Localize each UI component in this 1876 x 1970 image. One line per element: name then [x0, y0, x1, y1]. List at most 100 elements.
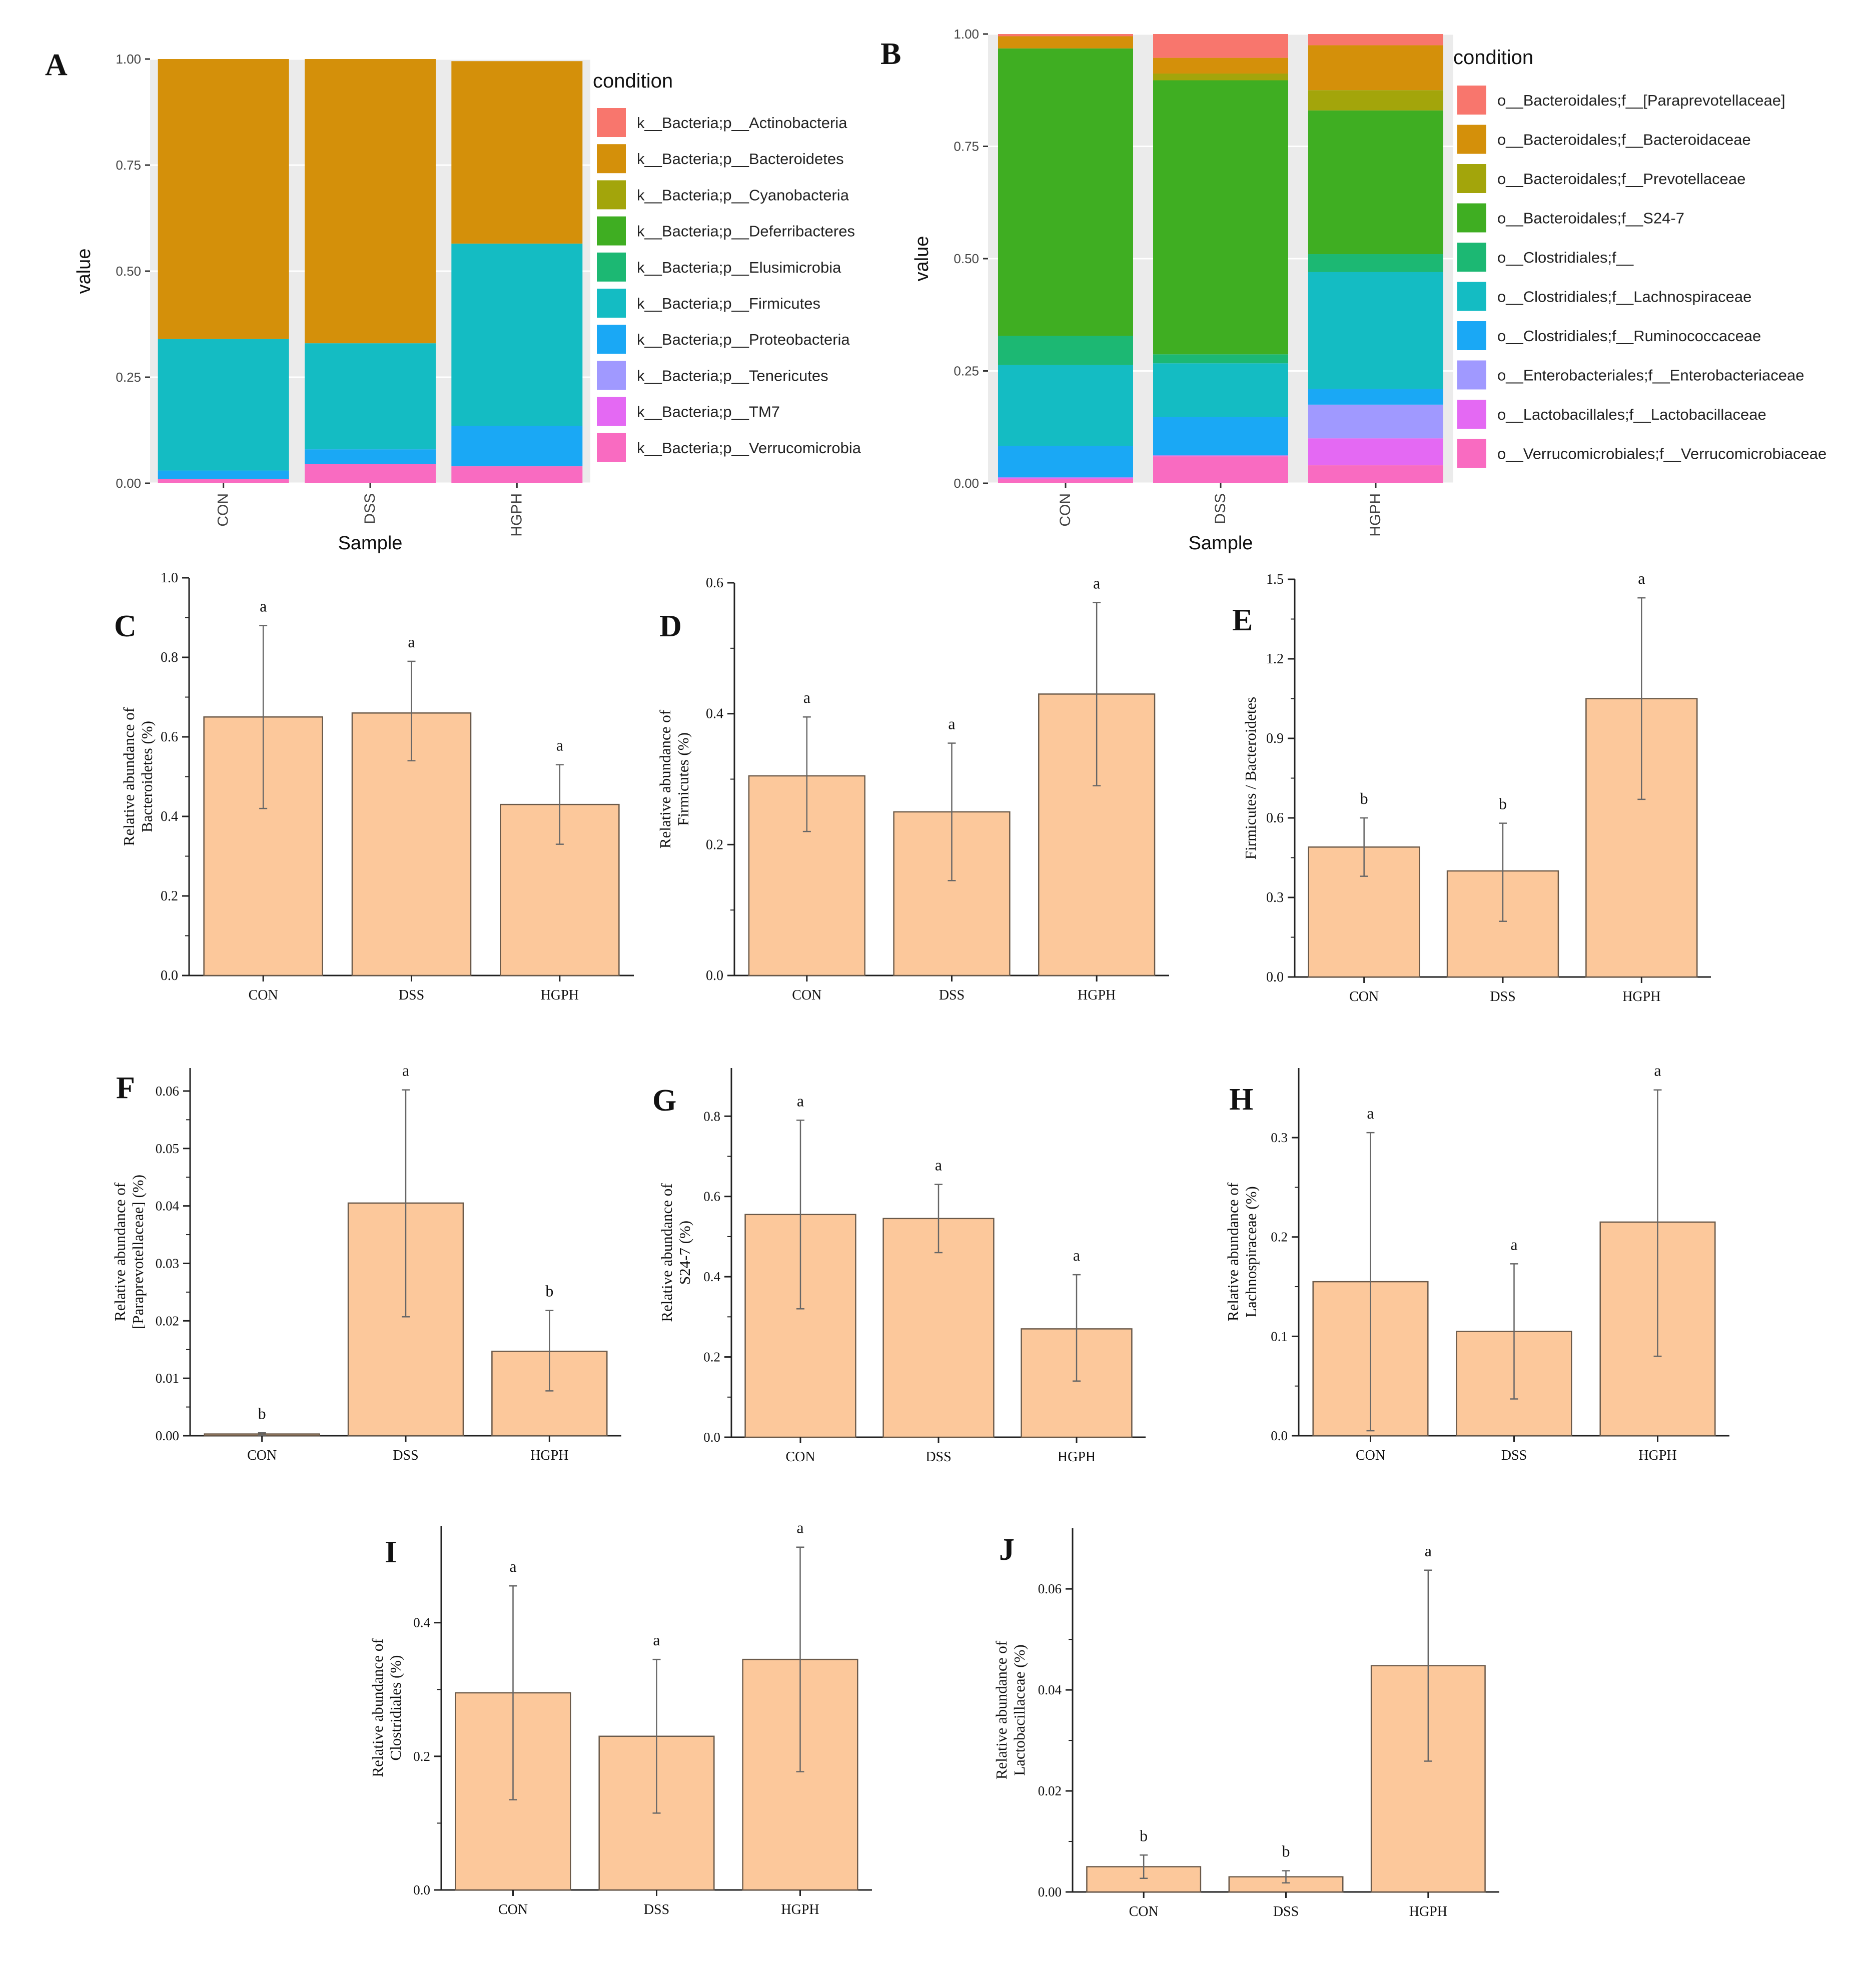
y-axis-title-D: Firmicutes (%): [674, 732, 692, 826]
y-tick-label-A: 0.75: [116, 158, 141, 173]
stack-segment-A: [305, 59, 436, 344]
y-tick-label-J: 0.02: [1038, 1783, 1062, 1798]
legend-swatch-B: [1457, 400, 1486, 429]
y-tick-label-B: 0.75: [954, 139, 979, 154]
legend-swatch-B: [1457, 164, 1486, 193]
y-tick-label-C: 0.2: [161, 888, 178, 904]
panel-label-H: H: [1229, 1083, 1253, 1117]
stack-segment-A: [305, 343, 436, 450]
x-tick-label-J: CON: [1129, 1904, 1159, 1919]
x-tick-label-E: CON: [1349, 989, 1379, 1005]
significance-letter-C: a: [260, 597, 267, 615]
y-tick-label-J: 0.06: [1038, 1581, 1062, 1596]
legend-label-A: k__Bacteria;p__Deferribacteres: [637, 223, 855, 240]
y-tick-label-G: 0.6: [703, 1189, 720, 1204]
y-tick-label-H: 0.1: [1271, 1329, 1288, 1344]
y-tick-label-H: 0.2: [1271, 1230, 1288, 1245]
legend-swatch-A: [597, 433, 626, 462]
y-tick-label-D: 0.2: [706, 837, 723, 852]
x-tick-label-F: DSS: [393, 1448, 418, 1463]
x-tick-label-G: CON: [785, 1449, 815, 1465]
panel-label-G: G: [652, 1084, 676, 1118]
legend-swatch-B: [1457, 439, 1486, 468]
x-tick-label-H: CON: [1356, 1448, 1385, 1463]
y-axis-title-G: Relative abundance of: [658, 1183, 675, 1322]
y-tick-label-I: 0.4: [413, 1615, 430, 1630]
y-tick-label-E: 0.9: [1266, 731, 1284, 746]
y-tick-label-J: 0.04: [1038, 1682, 1062, 1697]
stack-segment-B: [998, 479, 1133, 483]
y-tick-label-C: 0.6: [161, 729, 178, 745]
legend-label-A: k__Bacteria;p__Bacteroidetes: [637, 150, 844, 168]
legend-swatch-B: [1457, 282, 1486, 311]
legend-title-A: condition: [593, 70, 673, 92]
stack-segment-B: [1153, 456, 1288, 483]
y-tick-label-B: 1.00: [954, 27, 979, 42]
stack-segment-B: [1153, 58, 1288, 74]
significance-letter-F: a: [402, 1062, 409, 1080]
x-tick-label-I: HGPH: [781, 1902, 819, 1917]
x-tick-label-H: DSS: [1501, 1448, 1527, 1463]
panel-E: E 0.0 0.3 0.6 0.9 1.2 1.5 b CON b DSS a HGPH Firmicut…: [1232, 569, 1711, 1005]
significance-letter-C: a: [408, 633, 415, 651]
legend-title-B: condition: [1453, 47, 1533, 69]
y-tick-label-A: 0.00: [116, 476, 141, 491]
stack-segment-B: [998, 36, 1133, 49]
legend-swatch-A: [597, 325, 626, 354]
y-tick-label-F: 0.00: [156, 1428, 179, 1443]
y-tick-label-C: 1.0: [161, 570, 178, 586]
y-axis-title-H: Lachnospiraceae (%): [1242, 1186, 1260, 1317]
x-tick-label-B: CON: [1057, 493, 1074, 527]
stack-segment-B: [1153, 34, 1288, 58]
x-tick-label-G: HGPH: [1058, 1449, 1096, 1465]
y-tick-label-B: 0.50: [954, 251, 979, 266]
legend-label-A: k__Bacteria;p__Actinobacteria: [637, 114, 847, 132]
significance-letter-J: b: [1282, 1842, 1290, 1860]
y-tick-label-G: 0.2: [703, 1350, 720, 1365]
stack-segment-B: [998, 48, 1133, 336]
stack-segment-B: [1153, 74, 1288, 81]
panel-label-F: F: [116, 1071, 135, 1105]
panel-F: F 0.00 0.01 0.02 0.03 0.04 0.05 0.06 b CON a DSS b HG…: [111, 1062, 621, 1463]
y-tick-label-E: 1.5: [1266, 572, 1284, 587]
y-axis-title-G: S24-7 (%): [676, 1221, 693, 1285]
legend-swatch-B: [1457, 86, 1486, 115]
legend-swatch-A: [597, 216, 626, 246]
y-tick-label-D: 0.0: [706, 968, 723, 983]
y-tick-label-F: 0.06: [156, 1084, 179, 1099]
stack-segment-A: [451, 426, 583, 467]
significance-letter-I: a: [796, 1519, 803, 1537]
x-tick-label-J: DSS: [1273, 1904, 1299, 1919]
x-tick-label-A: CON: [215, 493, 232, 527]
y-axis-title-I: Relative abundance of: [369, 1638, 386, 1777]
bar-G: [882, 1218, 995, 1438]
significance-letter-J: a: [1425, 1542, 1432, 1560]
legend-label-B: o__Clostridiales;f__Lachnospiraceae: [1497, 288, 1751, 306]
panel-G: G 0.0 0.2 0.4 0.6 0.8 a CON a DSS a HGPH Relative ab…: [652, 1068, 1146, 1465]
panel-label-I: I: [385, 1535, 397, 1569]
stack-segment-A: [158, 479, 289, 483]
significance-letter-H: a: [1367, 1104, 1374, 1122]
stack-segment-B: [1308, 404, 1443, 439]
stack-segment-B: [1308, 90, 1443, 111]
x-tick-label-E: DSS: [1490, 989, 1515, 1005]
legend-label-A: k__Bacteria;p__Elusimicrobia: [637, 259, 841, 276]
y-axis-title-J: Lactobacillaceae (%): [1011, 1644, 1028, 1775]
y-tick-label-B: 0.00: [954, 476, 979, 491]
y-tick-label-H: 0.0: [1271, 1428, 1288, 1443]
stack-segment-B: [1153, 417, 1288, 456]
legend-swatch-A: [597, 180, 626, 210]
stack-segment-B: [998, 365, 1133, 446]
y-tick-label-B: 0.25: [954, 364, 979, 379]
panel-label-A: A: [45, 48, 68, 82]
stack-segment-B: [1308, 110, 1443, 255]
significance-letter-E: a: [1638, 569, 1645, 587]
stack-segment-B: [998, 477, 1133, 479]
legend-swatch-A: [597, 252, 626, 282]
y-tick-label-D: 0.6: [706, 575, 723, 591]
stack-segment-B: [998, 446, 1133, 478]
significance-letter-D: a: [803, 688, 810, 706]
legend-label-B: o__Bacteroidales;f__[Paraprevotellaceae]: [1497, 92, 1785, 109]
legend-swatch-A: [597, 289, 626, 318]
y-tick-label-E: 0.6: [1266, 810, 1284, 826]
